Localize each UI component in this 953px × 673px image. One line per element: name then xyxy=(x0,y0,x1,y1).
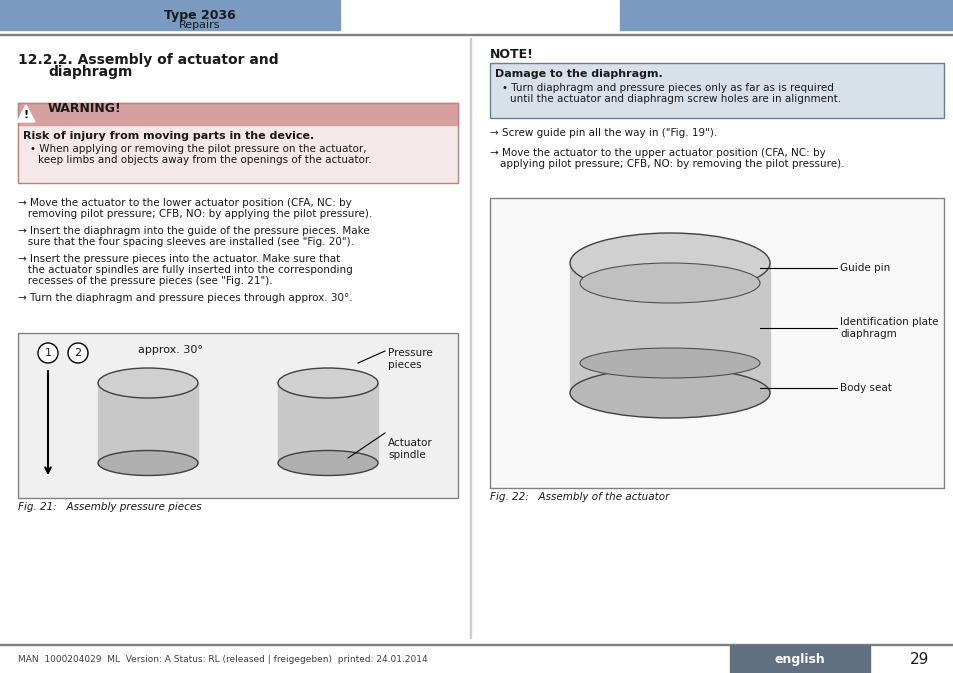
Bar xyxy=(490,198,943,488)
Text: WARNING!: WARNING! xyxy=(48,102,122,116)
Text: Body seat: Body seat xyxy=(840,383,891,393)
Text: → Insert the pressure pieces into the actuator. Make sure that: → Insert the pressure pieces into the ac… xyxy=(18,254,340,264)
Ellipse shape xyxy=(98,368,198,398)
Bar xyxy=(490,63,943,118)
Ellipse shape xyxy=(569,233,769,293)
Bar xyxy=(18,103,457,183)
Text: recesses of the pressure pieces (see "Fig. 21").: recesses of the pressure pieces (see "Fi… xyxy=(18,276,273,286)
Polygon shape xyxy=(17,105,35,122)
Ellipse shape xyxy=(98,450,198,476)
Text: → Move the actuator to the upper actuator position (CFA, NC: by: → Move the actuator to the upper actuato… xyxy=(490,148,825,158)
Text: bürkert: bürkert xyxy=(748,5,830,24)
Text: • When applying or removing the pilot pressure on the actuator,: • When applying or removing the pilot pr… xyxy=(30,144,366,154)
Bar xyxy=(569,263,769,393)
Text: Fig. 22:   Assembly of the actuator: Fig. 22: Assembly of the actuator xyxy=(490,492,669,502)
Text: sure that the four spacing sleeves are installed (see "Fig. 20").: sure that the four spacing sleeves are i… xyxy=(18,237,354,247)
Text: Pressure: Pressure xyxy=(388,348,433,358)
Text: Risk of injury from moving parts in the device.: Risk of injury from moving parts in the … xyxy=(23,131,314,141)
Text: 2: 2 xyxy=(74,348,81,358)
Text: 1: 1 xyxy=(45,348,51,358)
Text: 12.2.2. Assembly of actuator and: 12.2.2. Assembly of actuator and xyxy=(18,53,278,67)
Bar xyxy=(0,644,953,645)
Circle shape xyxy=(38,343,58,363)
Text: until the actuator and diaphragm screw holes are in alignment.: until the actuator and diaphragm screw h… xyxy=(510,94,841,104)
Text: keep limbs and objects away from the openings of the actuator.: keep limbs and objects away from the ope… xyxy=(38,155,372,165)
Bar xyxy=(470,38,471,638)
Bar xyxy=(619,0,953,30)
Text: Actuator: Actuator xyxy=(388,438,433,448)
Text: → Turn the diaphragm and pressure pieces through approx. 30°.: → Turn the diaphragm and pressure pieces… xyxy=(18,293,353,303)
Text: Damage to the diaphragm.: Damage to the diaphragm. xyxy=(495,69,662,79)
Ellipse shape xyxy=(277,450,377,476)
Text: spindle: spindle xyxy=(388,450,425,460)
Ellipse shape xyxy=(569,368,769,418)
Bar xyxy=(18,333,457,498)
Bar xyxy=(729,645,869,673)
Ellipse shape xyxy=(579,348,760,378)
Text: diaphragm: diaphragm xyxy=(48,65,132,79)
Bar xyxy=(18,103,457,183)
Text: Repairs: Repairs xyxy=(179,20,220,30)
Text: pieces: pieces xyxy=(388,360,421,370)
Text: FLUID CONTROL SYSTEMS: FLUID CONTROL SYSTEMS xyxy=(744,23,834,29)
Bar xyxy=(0,0,339,30)
Text: MAN  1000204029  ML  Version: A Status: RL (released | freigegeben)  printed: 24: MAN 1000204029 ML Version: A Status: RL … xyxy=(18,655,427,664)
Bar xyxy=(277,383,377,463)
Text: → Insert the diaphragm into the guide of the pressure pieces. Make: → Insert the diaphragm into the guide of… xyxy=(18,226,370,236)
Text: removing pilot pressure; CFB, NO: by applying the pilot pressure).: removing pilot pressure; CFB, NO: by app… xyxy=(18,209,372,219)
Circle shape xyxy=(68,343,88,363)
Text: approx. 30°: approx. 30° xyxy=(138,345,203,355)
Bar xyxy=(18,103,457,125)
Text: english: english xyxy=(774,653,824,666)
Text: Type 2036: Type 2036 xyxy=(164,9,235,22)
Bar xyxy=(0,645,953,673)
Text: → Screw guide pin all the way in ("Fig. 19").: → Screw guide pin all the way in ("Fig. … xyxy=(490,128,717,138)
Text: Guide pin: Guide pin xyxy=(840,263,889,273)
Ellipse shape xyxy=(579,263,760,303)
Text: Fig. 21:   Assembly pressure pieces: Fig. 21: Assembly pressure pieces xyxy=(18,502,201,512)
Text: → Move the actuator to the lower actuator position (CFA, NC: by: → Move the actuator to the lower actuato… xyxy=(18,198,352,208)
Text: Identification plate
diaphragm: Identification plate diaphragm xyxy=(840,317,938,339)
Text: !: ! xyxy=(24,110,29,120)
Bar xyxy=(98,383,198,463)
Ellipse shape xyxy=(277,368,377,398)
Text: NOTE!: NOTE! xyxy=(490,48,534,61)
Text: applying pilot pressure; CFB, NO: by removing the pilot pressure).: applying pilot pressure; CFB, NO: by rem… xyxy=(499,159,843,169)
Text: • Turn diaphragm and pressure pieces only as far as is required: • Turn diaphragm and pressure pieces onl… xyxy=(501,83,833,93)
Text: the actuator spindles are fully inserted into the corresponding: the actuator spindles are fully inserted… xyxy=(18,265,353,275)
Text: 29: 29 xyxy=(909,651,929,666)
Bar xyxy=(0,34,953,35)
